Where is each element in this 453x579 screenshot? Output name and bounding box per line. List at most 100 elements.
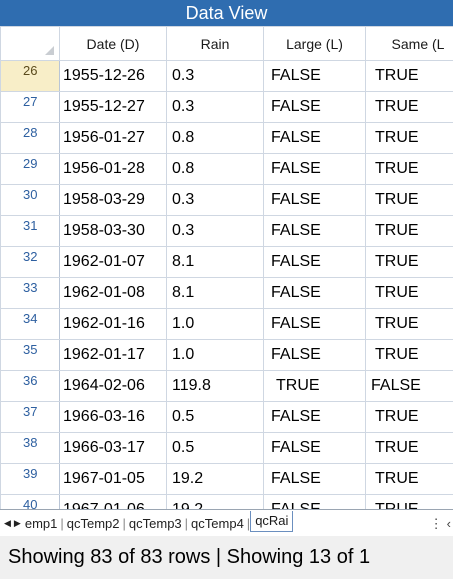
cell-date[interactable]: 1955-12-26 xyxy=(59,60,167,92)
cell-same[interactable]: TRUE xyxy=(365,215,453,247)
row-number[interactable]: 35 xyxy=(0,339,60,371)
cell-same[interactable]: TRUE xyxy=(365,463,453,495)
cell-rain[interactable]: 1.0 xyxy=(166,308,264,340)
cell-date[interactable]: 1956-01-28 xyxy=(59,153,167,185)
cell-rain[interactable]: 19.2 xyxy=(166,494,264,509)
table-row[interactable]: 38 1966-03-17 0.5 FALSE TRUE xyxy=(0,432,453,464)
cell-same[interactable]: TRUE xyxy=(365,308,453,340)
cell-date[interactable]: 1962-01-16 xyxy=(59,308,167,340)
table-row[interactable]: 31 1958-03-30 0.3 FALSE TRUE xyxy=(0,215,453,247)
cell-rain[interactable]: 0.3 xyxy=(166,60,264,92)
sheet-tab-qctemp4[interactable]: qcTemp4 xyxy=(191,516,244,531)
sheet-tab-qctemp2[interactable]: qcTemp2 xyxy=(66,516,120,531)
cell-same[interactable]: TRUE xyxy=(365,246,453,278)
cell-large[interactable]: FALSE xyxy=(263,277,366,309)
row-number[interactable]: 34 xyxy=(0,308,60,340)
cell-rain[interactable]: 19.2 xyxy=(166,463,264,495)
table-row[interactable]: 37 1966-03-16 0.5 FALSE TRUE xyxy=(0,401,453,433)
row-number[interactable]: 26 xyxy=(0,60,60,92)
cell-large[interactable]: FALSE xyxy=(263,246,366,278)
cell-large[interactable]: FALSE xyxy=(263,401,366,433)
cell-date[interactable]: 1962-01-17 xyxy=(59,339,167,371)
cell-date[interactable]: 1958-03-30 xyxy=(59,215,167,247)
sheet-tab-emp1[interactable]: emp1 xyxy=(24,516,58,531)
cell-large[interactable]: FALSE xyxy=(263,308,366,340)
column-header-rain[interactable]: Rain xyxy=(166,26,264,61)
cell-same[interactable]: TRUE xyxy=(365,184,453,216)
column-header-large[interactable]: Large (L) xyxy=(263,26,366,61)
cell-large[interactable]: FALSE xyxy=(263,184,366,216)
cell-large[interactable]: FALSE xyxy=(263,153,366,185)
cell-same[interactable]: TRUE xyxy=(365,277,453,309)
select-all-corner[interactable] xyxy=(0,26,60,61)
cell-rain[interactable]: 119.8 xyxy=(166,370,264,402)
table-row[interactable]: 35 1962-01-17 1.0 FALSE TRUE xyxy=(0,339,453,371)
cell-same[interactable]: TRUE xyxy=(365,91,453,123)
cell-large[interactable]: FALSE xyxy=(263,122,366,154)
cell-date[interactable]: 1967-01-06 xyxy=(59,494,167,509)
column-header-date[interactable]: Date (D) xyxy=(59,26,167,61)
sheet-tab-qcrain[interactable]: qcRai xyxy=(250,511,294,532)
sheet-tab-qctemp3[interactable]: qcTemp3 xyxy=(128,516,182,531)
cell-large[interactable]: FALSE xyxy=(263,339,366,371)
triangle-left-icon[interactable]: ◀ xyxy=(4,518,11,528)
cell-rain[interactable]: 0.8 xyxy=(166,122,264,154)
table-row[interactable]: 33 1962-01-08 8.1 FALSE TRUE xyxy=(0,277,453,309)
row-number[interactable]: 31 xyxy=(0,215,60,247)
row-number[interactable]: 32 xyxy=(0,246,60,278)
row-number[interactable]: 40 xyxy=(0,494,60,509)
table-row[interactable]: 39 1967-01-05 19.2 FALSE TRUE xyxy=(0,463,453,495)
table-row[interactable]: 26 1955-12-26 0.3 FALSE TRUE xyxy=(0,60,453,92)
row-number[interactable]: 39 xyxy=(0,463,60,495)
triangle-right-icon[interactable]: ▶ xyxy=(13,518,21,528)
row-number[interactable]: 30 xyxy=(0,184,60,216)
table-row[interactable]: 36 1964-02-06 119.8 TRUE FALSE xyxy=(0,370,453,402)
more-options-icon[interactable]: ⋮ xyxy=(429,515,443,531)
cell-date[interactable]: 1962-01-07 xyxy=(59,246,167,278)
cell-rain[interactable]: 0.3 xyxy=(166,91,264,123)
cell-date[interactable]: 1967-01-05 xyxy=(59,463,167,495)
cell-same[interactable]: TRUE xyxy=(365,60,453,92)
cell-same[interactable]: TRUE xyxy=(365,122,453,154)
row-number[interactable]: 29 xyxy=(0,153,60,185)
table-row[interactable]: 28 1956-01-27 0.8 FALSE TRUE xyxy=(0,122,453,154)
cell-same[interactable]: TRUE xyxy=(365,432,453,464)
column-header-same[interactable]: Same (L xyxy=(365,26,453,61)
cell-date[interactable]: 1962-01-08 xyxy=(59,277,167,309)
row-number[interactable]: 28 xyxy=(0,122,60,154)
cell-rain[interactable]: 8.1 xyxy=(166,277,264,309)
cell-rain[interactable]: 0.8 xyxy=(166,153,264,185)
cell-rain[interactable]: 0.3 xyxy=(166,215,264,247)
cell-date[interactable]: 1958-03-29 xyxy=(59,184,167,216)
cell-same[interactable]: TRUE xyxy=(365,339,453,371)
cell-rain[interactable]: 0.5 xyxy=(166,401,264,433)
cell-large[interactable]: FALSE xyxy=(263,60,366,92)
cell-large[interactable]: FALSE xyxy=(263,91,366,123)
cell-large[interactable]: FALSE xyxy=(263,463,366,495)
cell-rain[interactable]: 0.5 xyxy=(166,432,264,464)
cell-date[interactable]: 1956-01-27 xyxy=(59,122,167,154)
cell-date[interactable]: 1966-03-16 xyxy=(59,401,167,433)
row-number[interactable]: 33 xyxy=(0,277,60,309)
cell-date[interactable]: 1964-02-06 xyxy=(59,370,167,402)
table-row[interactable]: 29 1956-01-28 0.8 FALSE TRUE xyxy=(0,153,453,185)
row-number[interactable]: 36 xyxy=(0,370,60,402)
cell-rain[interactable]: 0.3 xyxy=(166,184,264,216)
cell-rain[interactable]: 1.0 xyxy=(166,339,264,371)
cell-same[interactable]: TRUE xyxy=(365,401,453,433)
cell-large[interactable]: TRUE xyxy=(263,370,366,402)
table-row[interactable]: 27 1955-12-27 0.3 FALSE TRUE xyxy=(0,91,453,123)
row-number[interactable]: 37 xyxy=(0,401,60,433)
row-number[interactable]: 27 xyxy=(0,91,60,123)
chevron-left-icon[interactable]: ‹ xyxy=(446,516,451,531)
cell-rain[interactable]: 8.1 xyxy=(166,246,264,278)
cell-same[interactable]: TRUE xyxy=(365,494,453,509)
cell-same[interactable]: TRUE xyxy=(365,153,453,185)
row-number[interactable]: 38 xyxy=(0,432,60,464)
cell-large[interactable]: FALSE xyxy=(263,432,366,464)
table-row[interactable]: 30 1958-03-29 0.3 FALSE TRUE xyxy=(0,184,453,216)
cell-date[interactable]: 1966-03-17 xyxy=(59,432,167,464)
cell-same[interactable]: FALSE xyxy=(365,370,453,402)
table-row[interactable]: 32 1962-01-07 8.1 FALSE TRUE xyxy=(0,246,453,278)
